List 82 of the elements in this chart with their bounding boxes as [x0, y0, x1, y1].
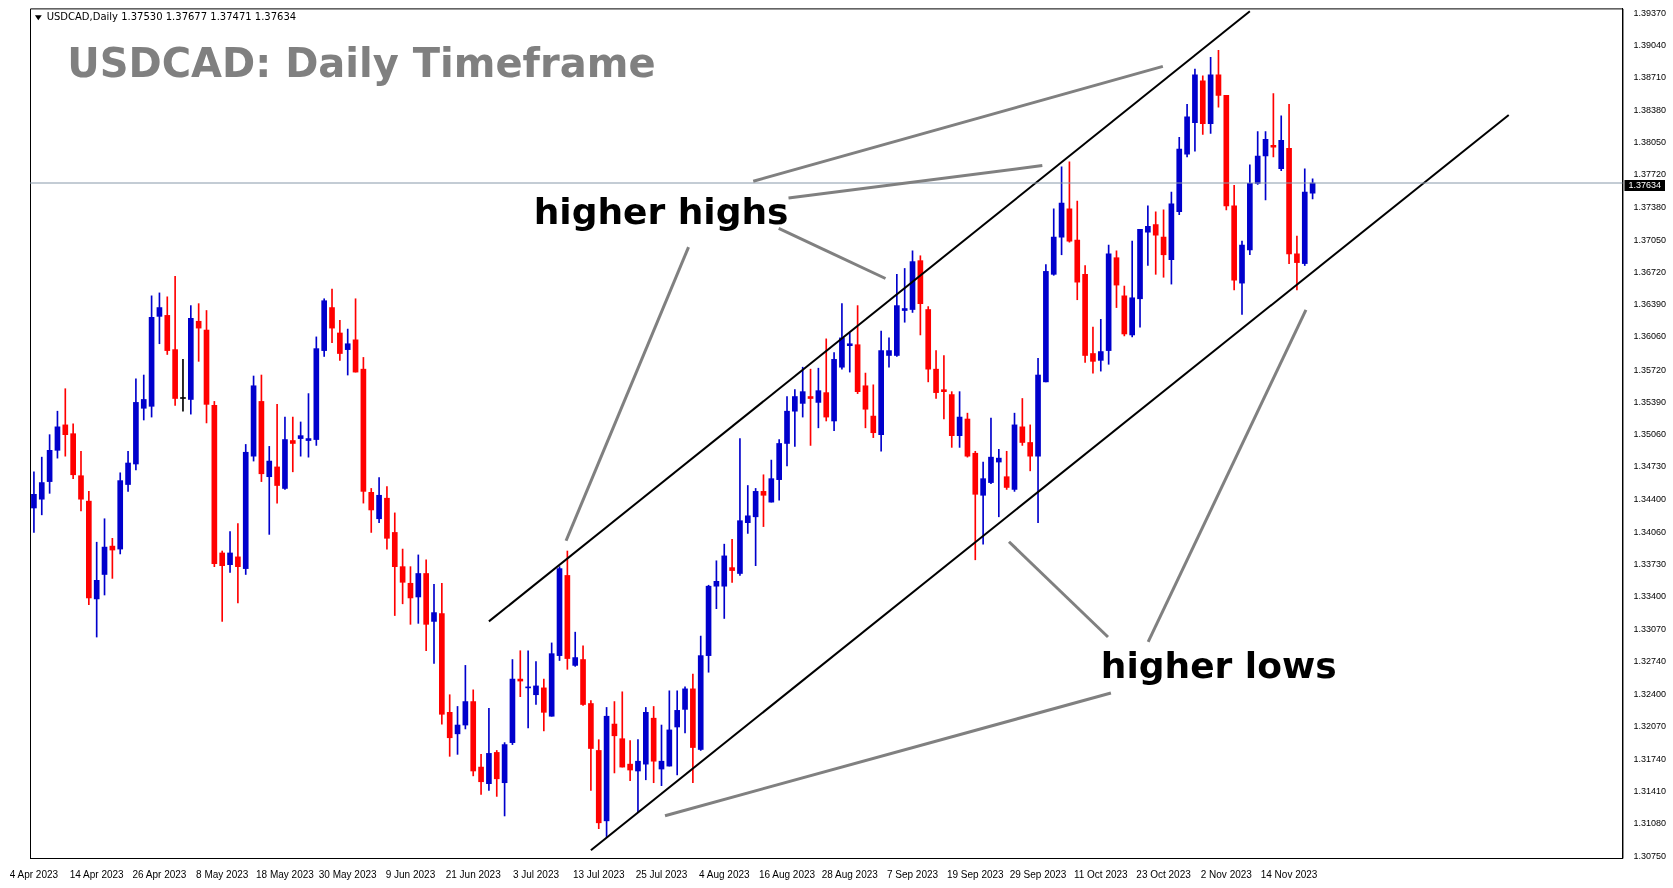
candlestick [744, 485, 751, 534]
x-tick-label: 3 Jul 2023 [512, 868, 560, 880]
x-tick-label: 4 Aug 2023 [698, 868, 750, 880]
y-tick-label: 1.31740 [1633, 753, 1667, 764]
y-tick-label: 1.34060 [1633, 526, 1667, 537]
y-tick-label: 1.36390 [1633, 299, 1667, 310]
x-tick-label: 29 Sep 2023 [1009, 868, 1067, 880]
y-tick-label: 1.35390 [1633, 396, 1667, 407]
candlestick [729, 538, 735, 583]
candlestick [627, 740, 633, 782]
candlestick [180, 359, 186, 412]
y-tick-label: 1.33730 [1633, 559, 1667, 570]
y-tick-label: 1.32400 [1633, 689, 1667, 700]
x-tick-label: 30 May 2023 [318, 868, 378, 880]
x-tick-label: 26 Apr 2023 [132, 868, 187, 880]
x-tick-label: 14 Nov 2023 [1260, 868, 1318, 880]
y-tick-label: 1.34400 [1633, 493, 1667, 504]
candlestick [219, 550, 226, 622]
x-tick-label: 13 Jul 2023 [572, 868, 626, 880]
candlestick [274, 404, 280, 504]
candlestick [289, 416, 296, 473]
x-tick-label: 7 Sep 2023 [886, 868, 939, 880]
annotation: higher highs [533, 190, 789, 232]
y-tick-label: 1.38380 [1633, 104, 1667, 115]
y-tick-label: 1.31080 [1633, 818, 1667, 829]
candlestick [886, 337, 892, 368]
annotation: higher lows [1100, 644, 1337, 686]
candlestick [140, 374, 147, 421]
candlestick [941, 355, 947, 420]
y-tick-label: 1.32740 [1633, 655, 1667, 666]
candlestick [235, 523, 241, 604]
candlestick [1152, 211, 1159, 275]
x-tick-label: 23 Oct 2023 [1136, 868, 1192, 880]
y-tick-label: 1.33070 [1633, 623, 1667, 634]
candlestick [31, 471, 37, 533]
y-tick-label: 1.37720 [1633, 169, 1667, 180]
y-tick-label: 1.37380 [1633, 202, 1667, 213]
candlestick [62, 388, 69, 457]
y-tick-label: 1.35060 [1633, 429, 1667, 440]
y-tick-label: 1.39370 [1633, 7, 1667, 18]
candlestick [1294, 235, 1300, 291]
candlestick [995, 449, 1002, 518]
candlestick [93, 541, 100, 638]
y-tick-label: 1.30750 [1633, 850, 1667, 861]
candlestick [431, 583, 437, 664]
candlestick [1090, 326, 1096, 374]
x-tick-label: 14 Apr 2023 [69, 868, 125, 880]
x-tick-label: 11 Oct 2023 [1073, 868, 1129, 880]
candlestick [1145, 205, 1151, 266]
ref-line-label: 1.37634 [1628, 180, 1662, 190]
x-tick-label: 28 Aug 2023 [821, 868, 879, 880]
candlestick [674, 690, 681, 776]
y-tick-label: 1.36060 [1633, 331, 1667, 342]
text: USDCAD: Daily Timeframe [67, 39, 656, 86]
candlestick [901, 268, 908, 323]
chart-subtitle: USDCAD,Daily 1.37530 1.37677 1.37471 1.37634 [46, 11, 297, 23]
x-tick-label: 16 Aug 2023 [758, 868, 816, 880]
y-tick-label: 1.34730 [1633, 461, 1667, 472]
y-tick-label: 1.31410 [1633, 786, 1667, 796]
candlestick [846, 332, 853, 373]
candlestick [266, 446, 273, 535]
x-tick-label: 19 Sep 2023 [946, 868, 1005, 880]
y-tick-label: 1.38050 [1633, 136, 1667, 147]
x-tick-label: 21 Jun 2023 [445, 868, 502, 880]
x-tick-label: 4 Apr 2023 [9, 868, 59, 880]
candlestick [533, 661, 539, 705]
y-tick-label: 1.39040 [1633, 40, 1667, 51]
x-tick-label: 9 Jun 2023 [385, 868, 436, 880]
x-tick-label: 25 Jul 2023 [635, 868, 688, 880]
candlestick [1097, 318, 1104, 372]
y-tick-label: 1.36720 [1633, 266, 1667, 277]
x-tick-label: 18 May 2023 [256, 868, 315, 880]
candlestick [344, 328, 351, 376]
y-tick-label: 1.33400 [1633, 591, 1667, 602]
y-tick-label: 1.32070 [1633, 721, 1667, 732]
candlestick [572, 631, 579, 667]
x-tick-label: 8 May 2023 [196, 868, 249, 880]
y-tick-label: 1.35720 [1633, 364, 1667, 375]
candlestick [635, 739, 641, 813]
y-tick-label: 1.38710 [1633, 72, 1667, 83]
y-tick-label: 1.37050 [1633, 234, 1667, 245]
x-tick-label: 2 Nov 2023 [1200, 868, 1253, 880]
